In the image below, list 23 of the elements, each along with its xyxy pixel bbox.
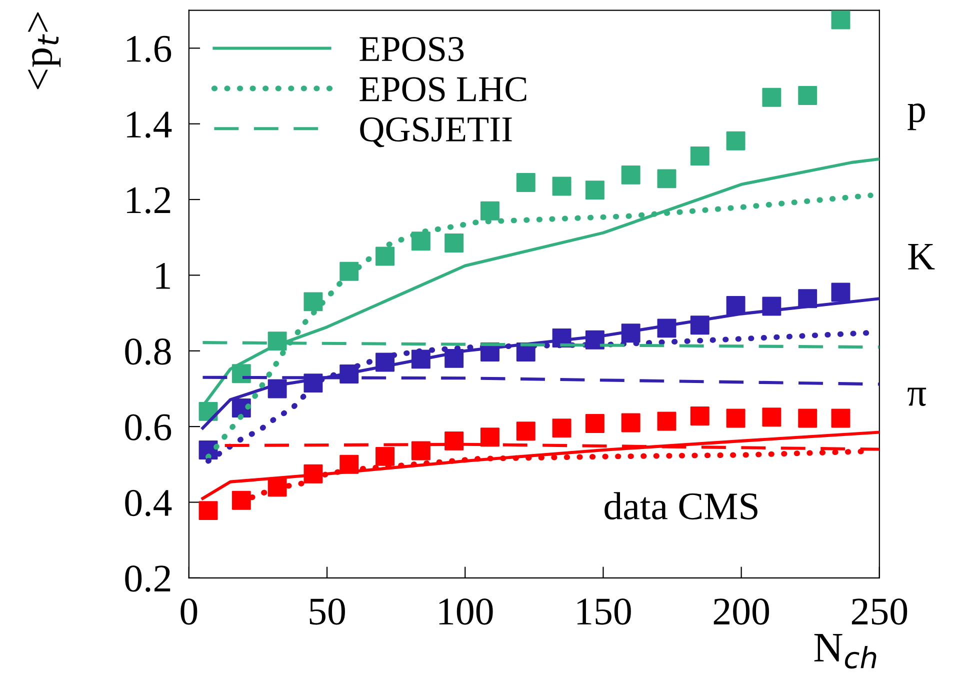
y-tick-label: 0.2 [125, 566, 170, 592]
text: π [908, 388, 926, 406]
annotation: data CMS [604, 492, 758, 520]
x-tick-label: 0 [180, 598, 198, 625]
y-tick-label: 1.6 [127, 36, 172, 62]
text: K [908, 244, 935, 270]
x-tick-label: 150 [577, 598, 631, 625]
x-tick-label: 200 [714, 598, 769, 625]
legend-label: EPOS LHC [360, 77, 526, 102]
y-tick-label: 1.4 [127, 112, 172, 138]
y-tick-label: 0.6 [125, 414, 172, 441]
y-axis-title: <p$_{t}$> [28, 12, 61, 90]
x-tick-label: 100 [439, 598, 493, 625]
x-tick-label: 50 [310, 598, 345, 625]
y-tick-label: 1 [156, 263, 170, 289]
legend-label: QGSJETII [360, 117, 512, 148]
x-axis-title: N$_{ch}$ [814, 634, 876, 669]
x-tick-label: 250 [852, 598, 908, 625]
y-tick-label: 1.2 [127, 187, 170, 214]
y-tick-label: 0.8 [125, 338, 171, 365]
legend-label: EPOS3 [360, 36, 464, 62]
text: p [908, 104, 925, 130]
y-tick-label: 0.4 [125, 490, 172, 516]
